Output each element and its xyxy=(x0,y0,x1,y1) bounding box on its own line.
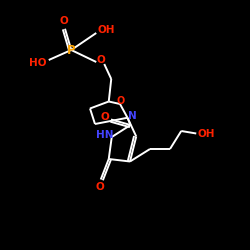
Text: P: P xyxy=(67,44,76,57)
Text: O: O xyxy=(95,182,104,192)
Text: HO: HO xyxy=(30,58,47,68)
Text: O: O xyxy=(116,96,124,106)
Text: O: O xyxy=(100,112,109,122)
Text: O: O xyxy=(97,55,106,65)
Text: O: O xyxy=(59,16,68,26)
Text: HN: HN xyxy=(96,130,113,140)
Text: OH: OH xyxy=(97,26,114,36)
Text: N: N xyxy=(128,111,136,121)
Text: OH: OH xyxy=(197,128,214,138)
